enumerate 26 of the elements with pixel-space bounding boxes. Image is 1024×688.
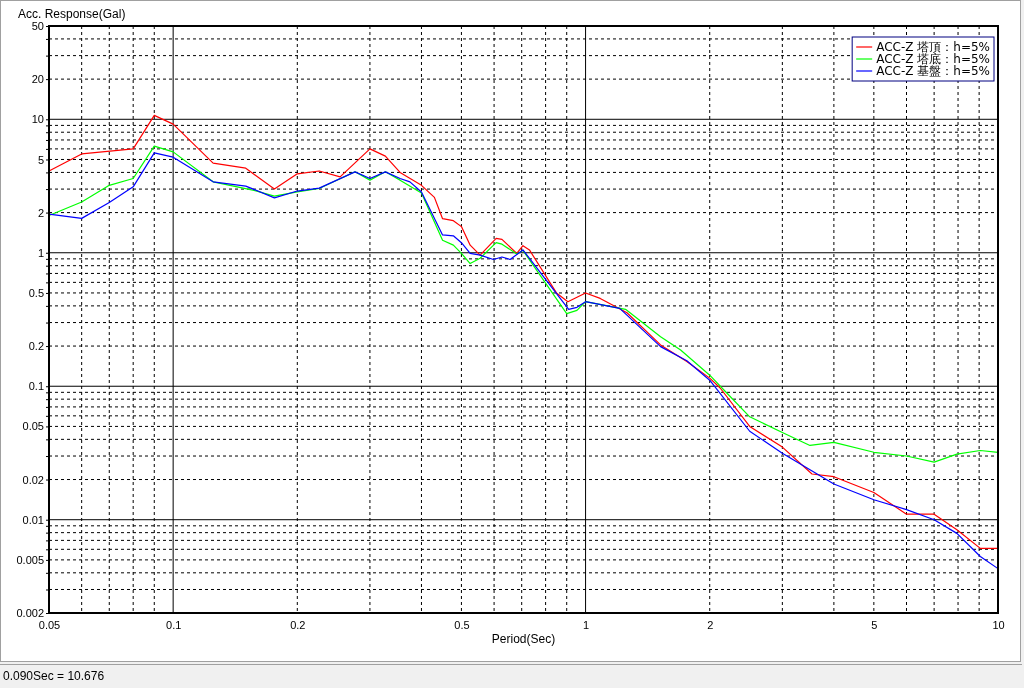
x-tick-label: 1 xyxy=(583,618,590,631)
x-tick-label: 5 xyxy=(871,618,878,631)
y-tick-label: 1 xyxy=(37,246,44,259)
y-tick-label: 5 xyxy=(37,153,44,166)
legend-label: ACC-Z 塔底：h=5% xyxy=(876,52,990,66)
x-tick-label: 10 xyxy=(992,618,1005,631)
y-tick-label: 0.1 xyxy=(28,380,44,393)
y-tick-label: 0.005 xyxy=(16,553,44,566)
x-tick-label: 0.5 xyxy=(454,618,470,631)
y-tick-label: 20 xyxy=(31,73,44,86)
x-tick-label: 0.2 xyxy=(290,618,306,631)
y-tick-label: 0.01 xyxy=(22,513,44,526)
y-tick-label: 0.05 xyxy=(22,420,44,433)
x-axis-title: Period(Sec) xyxy=(491,632,556,646)
x-tick-label: 2 xyxy=(707,618,714,631)
y-tick-label: 2 xyxy=(37,206,44,219)
y-tick-label: 0.02 xyxy=(22,473,44,486)
legend-label: ACC-Z 塔頂：h=5% xyxy=(876,40,990,54)
legend-label: ACC-Z 基盤：h=5% xyxy=(876,64,990,78)
y-tick-label: 10 xyxy=(31,113,44,126)
y-tick-label: 50 xyxy=(31,20,44,33)
y-tick-label: 0.5 xyxy=(28,286,44,299)
y-axis-title: Acc. Response(Gal) xyxy=(18,7,126,21)
x-tick-label: 0.1 xyxy=(166,618,182,631)
y-tick-label: 0.2 xyxy=(28,340,44,353)
y-tick-label: 0.002 xyxy=(16,607,44,620)
